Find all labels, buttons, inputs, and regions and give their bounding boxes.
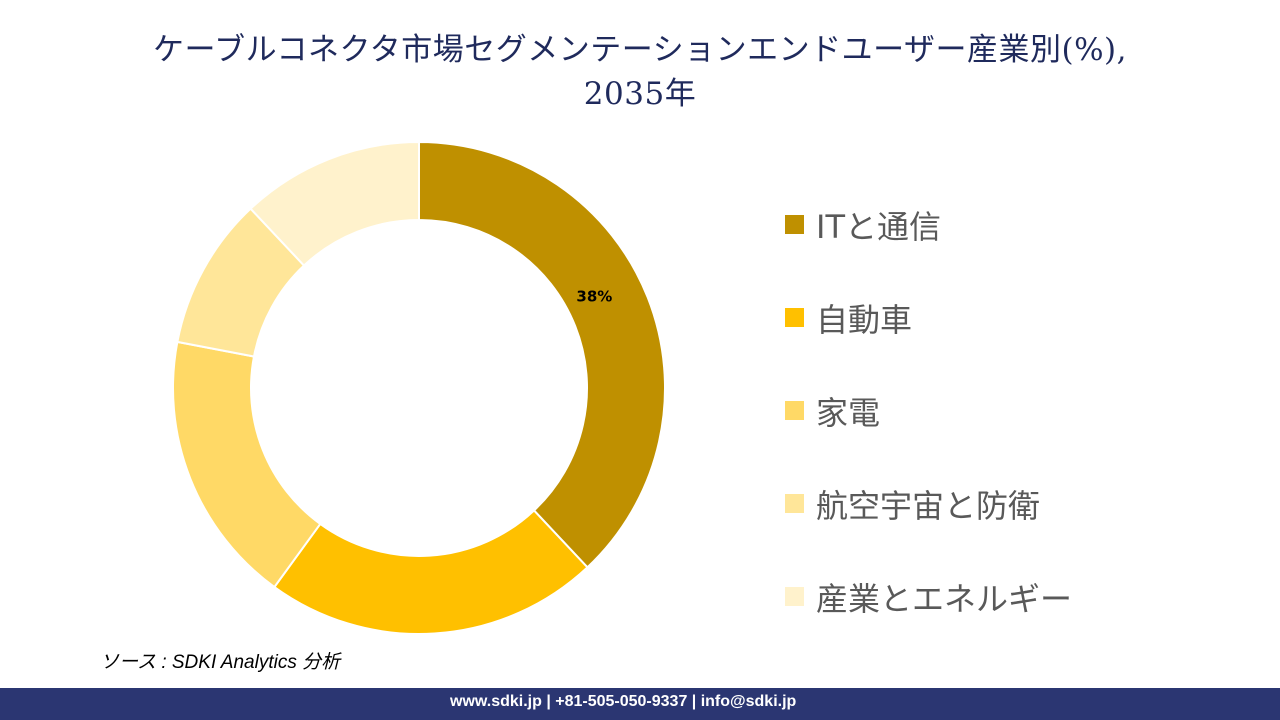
donut-slice — [172, 340, 322, 589]
legend-item-aerospace: 航空宇宙と防衛 — [785, 457, 1072, 550]
legend-item-automotive: 自動車 — [785, 271, 1072, 364]
chart-title-line1: ケーブルコネクタ市場セグメンテーションエンドユーザー産業別(%), — [152, 32, 1128, 68]
legend-swatch-icon — [785, 308, 804, 327]
legend: ITと通信 自動車 家電 航空宇宙と防衛 産業とエネルギー — [785, 178, 1072, 643]
legend-label: 自動車 — [816, 300, 913, 339]
legend-label: 産業とエネルギー — [816, 579, 1073, 618]
donut-slice — [249, 140, 420, 267]
legend-swatch-icon — [785, 401, 804, 420]
footer-bar: www.sdki.jp | +81-505-050-9337 | info@sd… — [0, 688, 1280, 720]
footer-contact: www.sdki.jp | +81-505-050-9337 | info@sd… — [450, 693, 797, 710]
legend-swatch-icon — [785, 494, 804, 513]
source-note: ソース : SDKI Analytics 分析 — [100, 652, 341, 673]
legend-swatch-icon — [785, 215, 804, 234]
legend-label: ITと通信 — [816, 207, 941, 246]
legend-item-it: ITと通信 — [785, 178, 1072, 271]
legend-swatch-icon — [785, 587, 804, 606]
chart-title: ケーブルコネクタ市場セグメンテーションエンドユーザー産業別(%), 2035年 — [0, 28, 1280, 116]
donut-slice — [418, 140, 666, 569]
chart-title-line2: 2035年 — [583, 76, 697, 112]
legend-label: 家電 — [816, 393, 881, 432]
donut-slice — [273, 509, 589, 635]
legend-item-appliances: 家電 — [785, 364, 1072, 457]
donut-slices — [172, 140, 666, 635]
legend-item-industrial: 産業とエネルギー — [785, 550, 1072, 643]
data-label-it: 38% — [576, 288, 612, 306]
legend-label: 航空宇宙と防衛 — [816, 486, 1041, 525]
